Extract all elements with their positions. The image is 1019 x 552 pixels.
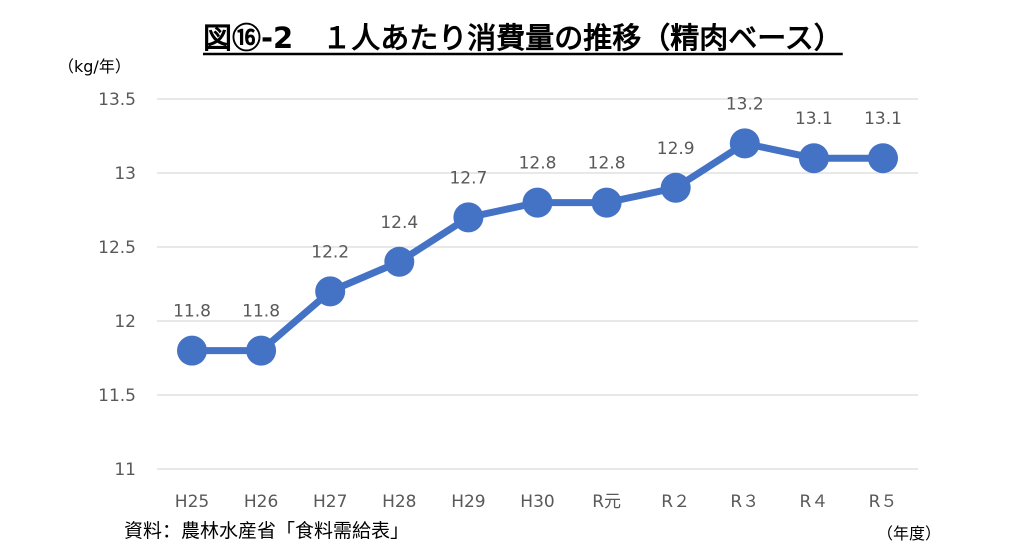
x-tick-label: R２ bbox=[661, 492, 690, 512]
data-label: 13.2 bbox=[726, 94, 764, 114]
data-label: 13.1 bbox=[864, 109, 902, 129]
y-tick-label: 13.5 bbox=[98, 90, 136, 110]
data-labels: 11.8 11.8 12.2 12.4 12.7 12.8 12.8 12.9 13.2 13.1… bbox=[173, 94, 902, 321]
y-tick-label: 13 bbox=[114, 164, 136, 184]
y-tick-label: 11 bbox=[114, 460, 136, 480]
data-label: 12.8 bbox=[588, 154, 626, 174]
data-point bbox=[868, 143, 898, 174]
data-point bbox=[177, 335, 207, 366]
x-tick-label: R元 bbox=[592, 492, 621, 512]
series-layer bbox=[177, 128, 898, 366]
data-label: 11.8 bbox=[242, 302, 280, 322]
data-point bbox=[729, 128, 760, 159]
x-tick-label: H28 bbox=[382, 492, 416, 512]
data-label: 12.8 bbox=[519, 154, 557, 174]
y-tick-label: 11.5 bbox=[98, 386, 136, 406]
x-tick-label: H30 bbox=[520, 492, 554, 512]
x-tick-label: R５ bbox=[869, 492, 898, 512]
data-point bbox=[384, 246, 415, 277]
x-tick-label: H29 bbox=[451, 492, 485, 512]
data-label: 13.1 bbox=[795, 109, 833, 129]
x-tick-label: H25 bbox=[175, 492, 209, 512]
data-point bbox=[453, 202, 484, 233]
data-point bbox=[798, 143, 829, 174]
data-point bbox=[246, 335, 277, 366]
x-axis-unit: （年度） bbox=[877, 524, 941, 543]
source-note: 資料：農林水産省「食料需給表」 bbox=[124, 520, 409, 542]
data-point bbox=[522, 187, 553, 218]
data-label: 11.8 bbox=[173, 302, 211, 322]
data-point bbox=[660, 172, 691, 203]
x-tick-label: H26 bbox=[244, 492, 278, 512]
y-tick-label: 12.5 bbox=[98, 238, 136, 258]
x-tick-label: R３ bbox=[730, 492, 759, 512]
y-axis-unit: （kg/年） bbox=[58, 57, 131, 76]
data-point bbox=[591, 187, 622, 218]
y-axis-ticks: 11 11.5 12 12.5 13 13.5 bbox=[98, 90, 136, 480]
chart-title: 図⑯-2 １人あたり消費量の推移（精肉ベース） bbox=[203, 21, 843, 55]
x-tick-label: R４ bbox=[799, 492, 828, 512]
x-tick-label: H27 bbox=[313, 492, 347, 512]
y-tick-label: 12 bbox=[114, 312, 136, 332]
data-point bbox=[315, 276, 346, 307]
data-label: 12.7 bbox=[449, 168, 487, 188]
x-axis-ticks: H25 H26 H27 H28 H29 H30 R元 R２ R３ R４ R５ bbox=[175, 492, 898, 512]
data-label: 12.4 bbox=[380, 213, 418, 233]
data-label: 12.2 bbox=[311, 242, 349, 262]
data-label: 12.9 bbox=[657, 139, 695, 159]
gridlines bbox=[157, 98, 918, 470]
